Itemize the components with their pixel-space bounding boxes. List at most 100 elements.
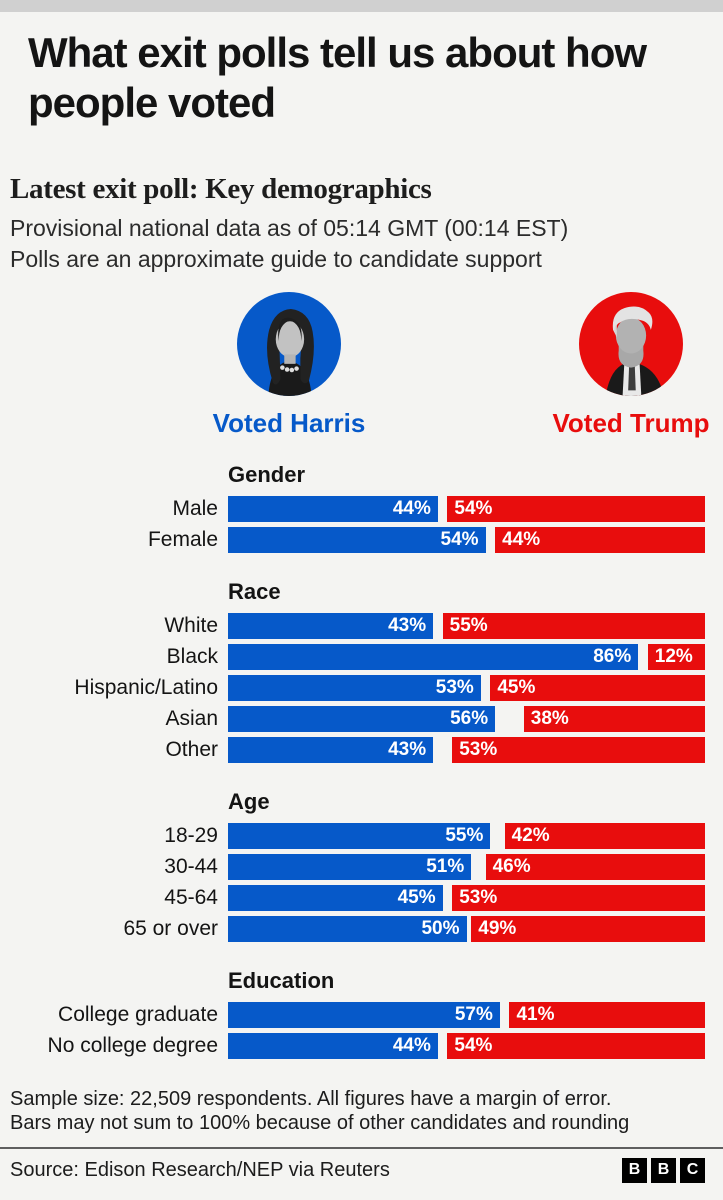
trump-portrait-icon: [579, 291, 683, 396]
row-label: Hispanic/Latino: [74, 675, 218, 699]
bar-row: White 43% 55%: [0, 612, 723, 639]
section-race: Race White 43% 55% Black 86% 12% Hispanic/Latin…: [0, 579, 723, 763]
trump-bar: 42%: [504, 822, 705, 849]
harris-bar-value: 50%: [421, 917, 460, 939]
bar-track: 51% 46%: [228, 853, 705, 880]
trump-bar-value: 49%: [478, 917, 517, 939]
harris-bar: 56%: [228, 705, 496, 732]
bar-row: Female 54% 44%: [0, 526, 723, 553]
section-gender: Gender Male 44% 54% Female 54% 44%: [0, 462, 723, 553]
harris-bar-value: 57%: [454, 1003, 493, 1025]
trump-bar-value: 46%: [492, 855, 531, 877]
section-title: Age: [228, 788, 270, 814]
footer-divider: [0, 1146, 723, 1149]
section-title: Education: [228, 967, 335, 993]
row-label: 45-64: [164, 885, 218, 909]
harris-bar-value: 56%: [450, 707, 489, 729]
section-title: Race: [228, 578, 281, 604]
trump-bar: 53%: [452, 736, 705, 763]
trump-bar: 49%: [471, 915, 705, 942]
footnote-line-2: Bars may not sum to 100% because of othe…: [10, 1111, 630, 1134]
trump-bar-value: 54%: [454, 1034, 493, 1056]
bar-row: 30-44 51% 46%: [0, 853, 723, 880]
trump-bar-value: 55%: [449, 614, 488, 636]
top-strip: [0, 0, 723, 12]
bbc-logo: B B C: [622, 1157, 705, 1183]
section-education: Education College graduate 57% 41% No colleg…: [0, 968, 723, 1059]
trump-bar: 41%: [509, 1001, 705, 1028]
bar-row: Asian 56% 38%: [0, 705, 723, 732]
footnote-line-1: Sample size: 22,509 respondents. All fig…: [10, 1087, 612, 1110]
bar-track: 44% 54%: [228, 495, 705, 522]
trump-bar: 12%: [647, 643, 705, 670]
harris-bar: 44%: [228, 1032, 438, 1059]
bbc-logo-block: C: [680, 1157, 705, 1183]
row-label: 30-44: [164, 854, 218, 878]
bar-row: 65 or over 50% 49%: [0, 915, 723, 942]
source-text: Source: Edison Research/NEP via Reuters: [10, 1158, 390, 1181]
trump-bar: 45%: [490, 674, 705, 701]
bar-track: 45% 53%: [228, 884, 705, 911]
trump-bar: 54%: [447, 495, 705, 522]
trump-bar: 46%: [485, 853, 705, 880]
row-label: 65 or over: [123, 916, 218, 940]
row-label: College graduate: [58, 1002, 218, 1026]
bar-row: Other 43% 53%: [0, 736, 723, 763]
section-title: Gender: [228, 461, 306, 487]
bar-track: 54% 44%: [228, 526, 705, 553]
row-label: Asian: [165, 706, 218, 730]
harris-legend-column: Voted Harris: [179, 291, 399, 439]
harris-bar: 43%: [228, 736, 434, 763]
harris-bar-value: 51%: [426, 855, 465, 877]
harris-bar: 53%: [228, 674, 481, 701]
harris-bar: 51%: [228, 853, 472, 880]
chart-body: Gender Male 44% 54% Female 54% 44% Race White 43%…: [0, 462, 723, 1059]
trump-bar-value: 41%: [516, 1003, 555, 1025]
harris-bar-value: 53%: [435, 676, 474, 698]
row-label: Female: [147, 527, 218, 551]
trump-label: Voted Trump: [552, 407, 710, 438]
harris-bar: 50%: [228, 915, 467, 942]
bar-track: 55% 42%: [228, 822, 705, 849]
bar-row: Male 44% 54%: [0, 495, 723, 522]
bar-track: 43% 55%: [228, 612, 705, 639]
harris-bar-value: 55%: [445, 824, 484, 846]
row-label: 18-29: [164, 823, 218, 847]
bar-row: No college degree 44% 54%: [0, 1032, 723, 1059]
bar-track: 53% 45%: [228, 674, 705, 701]
bar-track: 56% 38%: [228, 705, 705, 732]
footnote: Sample size: 22,509 respondents. All fig…: [10, 1087, 713, 1135]
bar-track: 44% 54%: [228, 1032, 705, 1059]
row-label: Other: [165, 737, 218, 761]
harris-bar-value: 86%: [593, 645, 632, 667]
bar-row: 45-64 45% 53%: [0, 884, 723, 911]
trump-bar-value: 45%: [497, 676, 536, 698]
chart-heading: Latest exit poll: Key demographics: [10, 173, 432, 206]
trump-bar: 53%: [452, 884, 705, 911]
trump-bar: 38%: [523, 705, 705, 732]
bar-row: 18-29 55% 42%: [0, 822, 723, 849]
harris-bar-value: 45%: [397, 886, 436, 908]
trump-bar-value: 54%: [454, 497, 493, 519]
harris-bar-value: 43%: [388, 614, 427, 636]
harris-bar: 55%: [228, 822, 491, 849]
harris-bar: 45%: [228, 884, 443, 911]
trump-bar-value: 53%: [459, 886, 498, 908]
trump-bar-value: 12%: [654, 645, 693, 667]
page-title: What exit polls tell us about how people…: [28, 29, 647, 126]
bar-row: Hispanic/Latino 53% 45%: [0, 674, 723, 701]
chart-subtitle-line-2: Polls are an approximate guide to candid…: [10, 245, 542, 272]
bbc-logo-block: B: [651, 1157, 676, 1183]
harris-bar: 86%: [228, 643, 639, 670]
footer: Source: Edison Research/NEP via Reuters …: [10, 1157, 705, 1183]
harris-bar-value: 54%: [440, 528, 479, 550]
trump-legend-column: Voted Trump: [521, 291, 723, 439]
bbc-logo-block: B: [622, 1157, 647, 1183]
trump-bar-value: 44%: [502, 528, 541, 550]
trump-bar-value: 38%: [530, 707, 569, 729]
row-label: Black: [166, 644, 218, 668]
bar-track: 50% 49%: [228, 915, 705, 942]
legend: Voted Harris Voted Trump: [0, 291, 723, 448]
bar-row: College graduate 57% 41%: [0, 1001, 723, 1028]
harris-bar-value: 44%: [392, 1034, 431, 1056]
